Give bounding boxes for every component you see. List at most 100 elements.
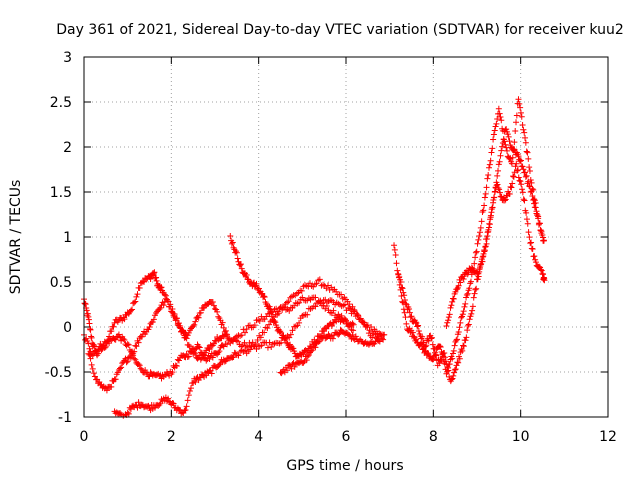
data-point [428,334,435,341]
data-point [196,344,203,351]
data-point [519,163,526,170]
data-point [520,166,527,173]
data-point [488,209,495,216]
data-point [523,172,530,179]
series-track-f [277,327,388,377]
data-point [110,323,117,330]
data-point [442,358,449,365]
data-point [509,180,516,187]
data-point [350,327,357,334]
x-tick-label: 0 [80,429,89,445]
series-track-i [443,126,547,330]
data-point [282,335,289,342]
data-point [269,313,276,320]
series-track-d [85,295,231,394]
data-point [481,247,488,254]
data-point [464,290,471,297]
data-point [515,96,522,103]
data-point [506,191,513,198]
data-point [135,361,142,368]
data-point [108,328,115,335]
data-point [441,350,448,357]
data-point [165,298,172,305]
data-point [402,300,409,307]
data-point [86,320,93,327]
data-point [510,173,517,180]
data-point [508,184,515,191]
data-point [502,196,509,203]
data-point [485,228,492,235]
data-point [132,356,139,363]
data-point [402,314,409,321]
data-point [531,253,538,260]
data-point [230,353,237,360]
data-point [523,148,530,155]
data-point [465,321,472,328]
data-point [512,163,519,170]
data-point [352,333,359,340]
data-point [135,399,142,406]
data-point [377,332,384,339]
data-point [127,354,134,361]
data-point [165,395,172,402]
data-point [216,348,223,355]
data-point [194,314,201,321]
data-point [234,255,241,262]
data-point [451,369,458,376]
data-point [513,160,520,167]
data-point [198,355,205,362]
data-point [131,348,138,355]
data-point [471,260,478,267]
data-point [476,268,483,275]
data-point [447,304,454,311]
data-point [450,372,457,379]
data-point [489,204,496,211]
data-point [118,364,125,371]
data-point [464,327,471,334]
data-point [194,355,201,362]
data-point [537,226,544,233]
data-point [380,336,387,343]
data-point [436,360,443,367]
data-point [461,303,468,310]
data-point [399,285,406,292]
data-point [111,319,118,326]
data-point [278,339,285,346]
data-point [343,317,349,324]
data-point [190,323,197,330]
data-point [499,143,506,150]
data-point [173,315,180,322]
data-point [519,121,526,128]
data-point [151,269,158,276]
data-point [492,184,499,191]
data-point [185,329,192,336]
data-point [486,224,493,231]
data-point [391,246,398,253]
data-point [180,329,187,336]
data-point [496,158,503,165]
data-point [484,233,491,240]
data-point [428,335,435,342]
data-point [394,267,401,274]
data-point [261,293,268,300]
data-point [505,133,512,140]
y-tick-label: -1 [58,410,72,426]
data-point [494,116,501,123]
data-point [486,221,493,228]
data-point [135,339,142,346]
data-point [452,366,459,373]
data-point [146,323,153,330]
data-point [237,261,244,268]
data-point [534,212,541,219]
data-point [464,322,471,329]
data-point [137,365,144,372]
y-axis-label: SDTVAR / TECUs [8,180,24,295]
data-point [256,318,263,325]
data-point [304,311,311,318]
data-point [296,319,303,326]
data-point [254,337,261,344]
data-point [284,367,291,374]
data-point [257,334,264,341]
data-point [401,309,408,316]
data-point [312,344,319,351]
